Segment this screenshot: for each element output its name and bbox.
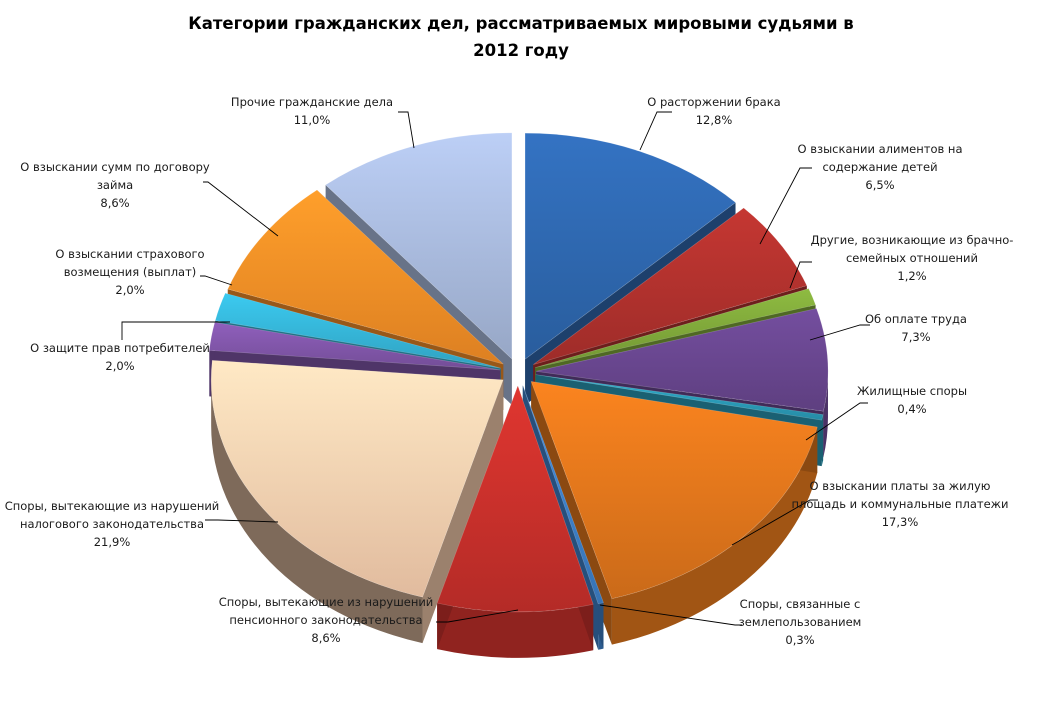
slice-label: Жилищные споры <box>857 384 967 398</box>
slice-label: площадь и коммунальные платежи <box>792 497 1009 511</box>
slice-label: землепользованием <box>739 615 862 629</box>
slice-о-взыскании-страхового-возмещения-выплат <box>214 292 501 369</box>
slice-жилищные-споры <box>535 374 824 421</box>
leader-line-4 <box>805 402 868 441</box>
slice-о-взыскании-сумм-по-договору-займа <box>227 189 504 365</box>
leader-line-8 <box>205 519 279 523</box>
slice-value-label: 8,6% <box>311 631 340 645</box>
slice-value-label: 0,4% <box>897 402 926 416</box>
leader-line-1 <box>759 167 812 245</box>
slice-о-расторжении-брака <box>524 132 737 360</box>
slice-label: возмещения (выплат) <box>64 265 197 279</box>
slice-label: содержание детей <box>822 160 937 174</box>
slice-label: семейных отношений <box>846 251 978 265</box>
chart-title-line-2: 2012 году <box>473 41 569 60</box>
slice-споры-вытекающие-из-нарушений-налогового-законодательства <box>210 360 504 598</box>
slice-cut-8-0 <box>422 379 504 644</box>
leader-line-7 <box>436 609 519 623</box>
slice-side-5 <box>611 426 818 645</box>
slice-value-label: 12,8% <box>696 113 733 127</box>
slice-о-взыскании-платы-за-жилую-площадь-и-коммунальные-платежи <box>530 381 818 600</box>
slice-label: налогового законодательства <box>20 517 204 531</box>
slice-value-label: 17,3% <box>882 515 919 529</box>
slice-label: Прочие гражданские дела <box>231 95 393 109</box>
slice-value-label: 2,0% <box>115 283 144 297</box>
leader-line-5 <box>731 499 818 546</box>
slice-label: Другие, возникающие из брачно- <box>811 233 1014 247</box>
slice-label: О взыскании алиментов на <box>798 142 963 156</box>
slice-value-label: 6,5% <box>865 178 894 192</box>
slice-value-label: 11,0% <box>294 113 331 127</box>
slice-label: О расторжении брака <box>647 95 780 109</box>
slice-value-label: 2,0% <box>105 359 134 373</box>
slice-value-label: 1,2% <box>897 269 926 283</box>
slice-label: О взыскании сумм по договору <box>20 160 210 174</box>
slice-об-оплате-труда <box>535 308 829 412</box>
chart-title-line-1: Категории гражданских дел, рассматриваем… <box>188 14 854 33</box>
leader-line-10 <box>200 275 233 286</box>
leader-line-9 <box>121 321 230 340</box>
slice-value-label: 0,3% <box>785 633 814 647</box>
slice-value-label: 7,3% <box>901 330 930 344</box>
slice-label: займа <box>97 178 133 192</box>
leader-line-2 <box>789 261 812 289</box>
slice-label: О взыскании платы за жилую <box>810 479 991 493</box>
slice-label: Споры, вытекающие из нарушений <box>219 595 434 609</box>
leader-line-6 <box>599 604 742 626</box>
slice-label: Споры, вытекающие из нарушений <box>5 499 220 513</box>
slice-label: О взыскании страхового <box>55 247 204 261</box>
chart-title: Категории гражданских дел, рассматриваем… <box>0 10 1042 64</box>
slice-side-3 <box>823 371 828 458</box>
slice-споры-связанные-с-землепользованием <box>522 385 604 605</box>
slice-label: О защите прав потребителей <box>30 341 210 355</box>
slice-о-взыскании-алиментов-на-содержание-детей <box>533 207 808 365</box>
slice-label: пенсионного законодательства <box>229 613 422 627</box>
leader-line-11 <box>203 181 279 237</box>
leader-line-12 <box>398 111 415 149</box>
slice-другие-возникающие-из-брачно-семейных-отношений <box>535 288 817 368</box>
slice-label: Споры, связанные с <box>740 597 861 611</box>
leader-line-0 <box>639 111 672 151</box>
slice-label: Об оплате труда <box>865 312 967 326</box>
slice-value-label: 8,6% <box>100 196 129 210</box>
slice-прочие-гражданские-дела <box>325 132 513 360</box>
slice-споры-вытекающие-из-нарушений-пенсионного-законодательства <box>436 385 594 613</box>
slice-value-label: 21,9% <box>94 535 131 549</box>
leader-line-3 <box>809 324 870 341</box>
slice-side-8 <box>211 379 423 644</box>
